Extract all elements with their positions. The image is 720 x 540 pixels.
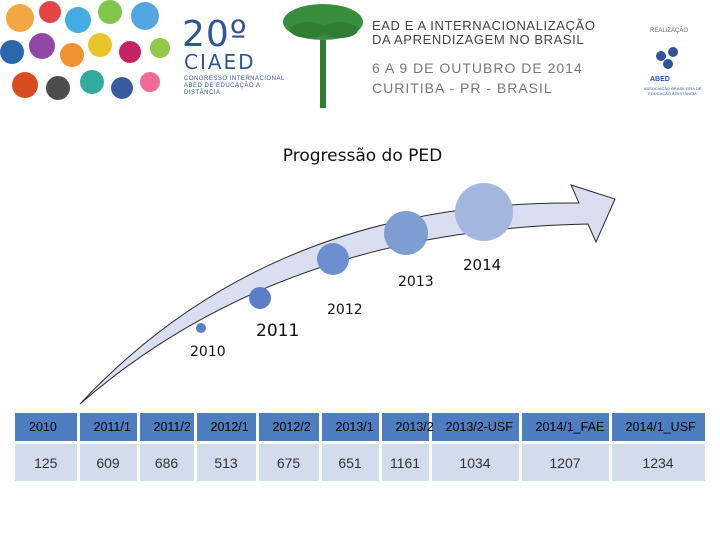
header-cell: 2013/2-USF [430,413,522,444]
value-cell: 609 [78,442,140,484]
milestone-dot-2013 [384,211,428,255]
banner-theme-line-1: EAD E A INTERNACIONALIZAÇÃO [372,18,596,33]
value-cell: 651 [320,442,382,484]
year-label-2011: 2011 [256,321,300,341]
conference-full-name: CONGRESSO INTERNACIONAL ABED DE EDUCAÇÃO… [184,76,285,96]
milestone-dot-2014 [455,183,513,241]
ped-progress-table: 2010 2011/1 2011/2 2012/1 2012/2 2013/1 … [15,413,708,484]
year-label-2012: 2012 [327,302,363,318]
header-cell: 2012/1 [195,413,259,444]
header-cell: 2012/2 [257,413,322,444]
year-label-2014: 2014 [463,256,502,274]
table-header-row: 2010 2011/1 2011/2 2012/1 2012/2 2013/1 … [15,413,708,444]
year-label-2013: 2013 [398,274,434,290]
slide-title: Progressão do PED [282,146,443,166]
header-cell: 2011/1 [78,413,140,444]
table-values-row: 125 609 686 513 675 651 1161 1034 1207 1… [15,442,708,484]
value-cell: 1207 [520,442,612,484]
header-cell: 2014/1_USF [610,413,708,444]
header-cell: 2010 [15,413,80,444]
value-cell: 1034 [430,442,522,484]
abed-full-name: ASSOCIAÇÃO BRASILEIRA DE EDUCAÇÃO A DIST… [643,86,702,96]
banner-theme-line-2: DA APRENDIZAGEM NO BRASIL [372,32,585,47]
banner-date: 6 A 9 DE OUTUBRO DE 2014 [372,60,583,76]
header-cell: 2011/2 [138,413,197,444]
progression-arrow-graphic [79,183,616,405]
header-cell: 2013/1 [320,413,382,444]
value-cell: 125 [15,442,80,484]
curved-arrow-shape [79,184,616,405]
organizer-label: REALIZAÇÃO [650,28,689,34]
year-label-2010: 2010 [190,344,226,360]
araucaria-tree-icon [283,4,363,108]
value-cell: 675 [257,442,322,484]
conference-banner: 20º CIAED CONGRESSO INTERNACIONAL ABED D… [0,0,720,108]
value-cell: 513 [195,442,259,484]
colorful-hands-graphic [0,0,170,100]
header-cell: 2013/2 [380,413,434,444]
value-cell: 1234 [610,442,708,484]
header-cell: 2014/1_FAE [520,413,612,444]
value-cell: 686 [138,442,197,484]
conference-acronym: CIAED [184,50,256,74]
milestone-dot-2010 [196,323,206,333]
milestone-dot-2011 [249,287,271,309]
milestone-dot-2012 [317,243,349,275]
conference-number: 20º [182,14,248,55]
abed-logo-icon [656,47,678,69]
value-cell: 1161 [380,442,432,484]
abed-name: ABED [650,76,670,83]
banner-location: CURITIBA - PR - BRASIL [372,80,553,96]
